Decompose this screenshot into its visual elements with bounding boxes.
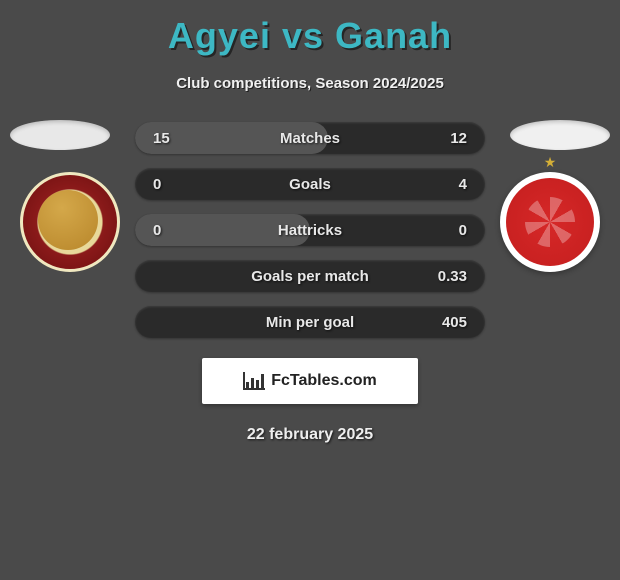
chart-icon — [243, 372, 265, 390]
subtitle: Club competitions, Season 2024/2025 — [0, 75, 620, 92]
player2-oval — [510, 120, 610, 150]
player2-name: Ganah — [335, 15, 452, 56]
stat-row-goals: 0Goals4 — [135, 168, 485, 200]
stat-row-min-per-goal: Min per goal405 — [135, 306, 485, 338]
fctables-logo[interactable]: FcTables.com — [202, 358, 418, 404]
player1-name: Agyei — [168, 15, 271, 56]
stat-right-value: 0.33 — [437, 268, 467, 285]
stat-rows: 15Matches120Goals40Hattricks0Goals per m… — [135, 122, 485, 338]
stat-right-value: 12 — [437, 130, 467, 147]
stat-row-goals-per-match: Goals per match0.33 — [135, 260, 485, 292]
stat-right-value: 4 — [437, 176, 467, 193]
stat-label: Matches — [183, 130, 437, 147]
club1-badge — [20, 172, 120, 272]
player1-oval — [10, 120, 110, 150]
comparison-title: Agyei vs Ganah — [0, 15, 620, 57]
logo-text: FcTables.com — [271, 372, 377, 390]
vs-text: vs — [282, 15, 324, 56]
stat-label: Min per goal — [183, 314, 437, 331]
stat-left-value: 0 — [153, 176, 183, 193]
club2-badge — [500, 172, 600, 272]
stat-left-value: 0 — [153, 222, 183, 239]
stat-right-value: 0 — [437, 222, 467, 239]
stat-row-matches: 15Matches12 — [135, 122, 485, 154]
club2-badge-inner — [506, 178, 594, 266]
stats-section: 15Matches120Goals40Hattricks0Goals per m… — [0, 122, 620, 338]
date-label: 22 february 2025 — [0, 426, 620, 444]
stat-row-hattricks: 0Hattricks0 — [135, 214, 485, 246]
stat-right-value: 405 — [437, 314, 467, 331]
stat-label: Goals — [183, 176, 437, 193]
stat-label: Goals per match — [183, 268, 437, 285]
stat-label: Hattricks — [183, 222, 437, 239]
stat-left-value: 15 — [153, 130, 183, 147]
